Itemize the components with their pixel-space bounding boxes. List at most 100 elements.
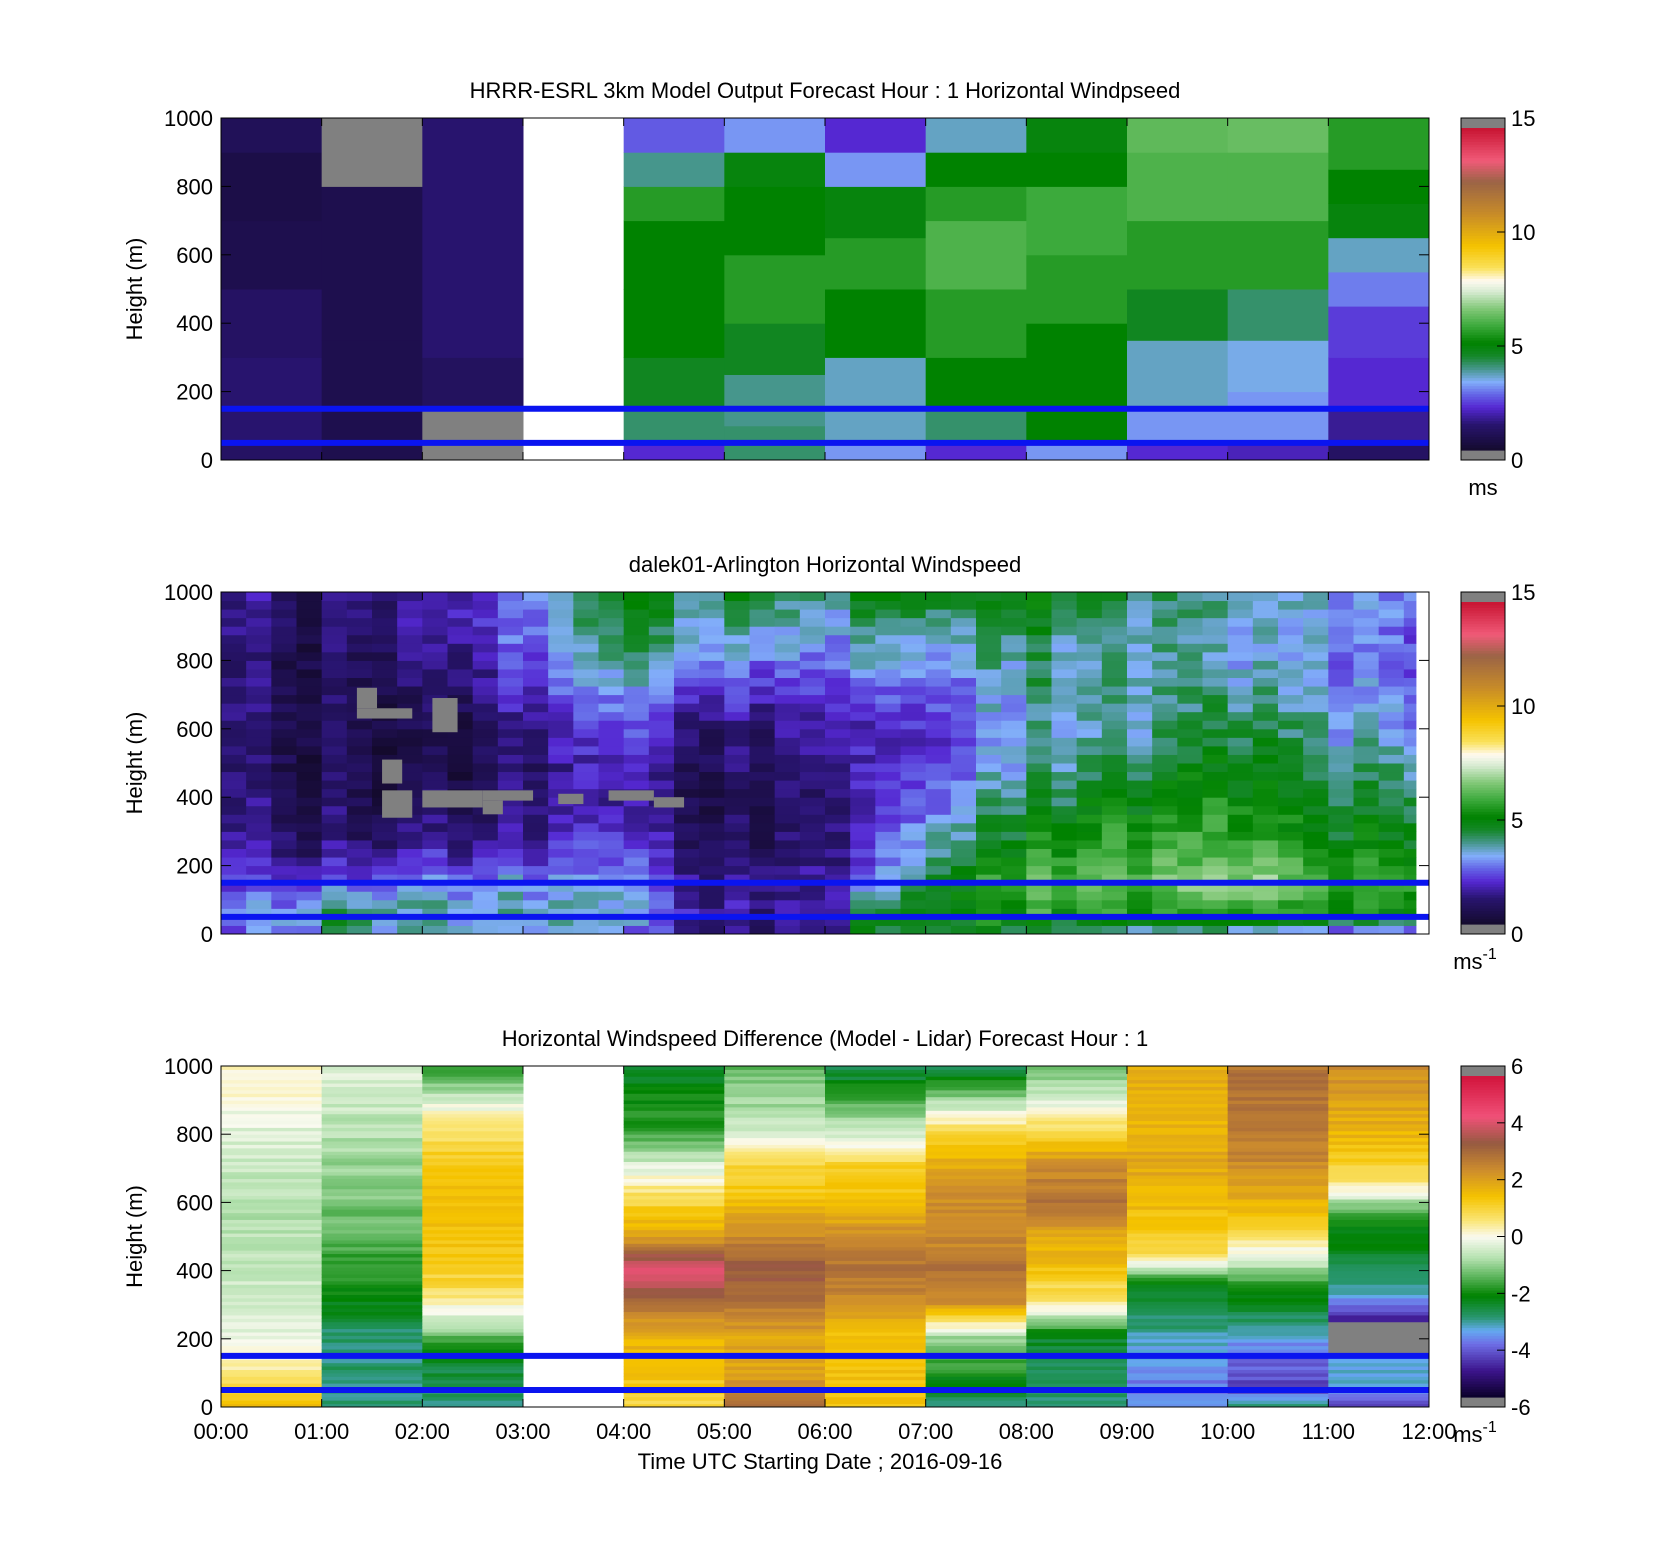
heatmap-cell	[1328, 694, 1354, 704]
heatmap-cell	[422, 1335, 524, 1340]
colorbar-swatch	[1461, 1188, 1505, 1192]
heatmap-cell	[1127, 694, 1153, 704]
heatmap-cell	[950, 703, 977, 713]
heatmap-cell	[674, 686, 700, 696]
heatmap-cell	[623, 1076, 725, 1081]
heatmap-cell	[623, 1175, 725, 1180]
heatmap-cell	[472, 728, 499, 738]
heatmap-cell	[447, 711, 474, 721]
heatmap-cell	[674, 916, 700, 926]
heatmap-cell	[648, 626, 675, 636]
colorbar-swatch	[1461, 1201, 1505, 1205]
heatmap-cell	[1177, 925, 1203, 935]
heatmap-cell	[221, 1127, 323, 1132]
heatmap-cell	[447, 686, 474, 696]
colorbar-swatch	[1461, 808, 1505, 812]
heatmap-cell	[321, 1229, 423, 1234]
heatmap-cell	[1127, 737, 1153, 747]
heatmap-cell	[271, 694, 297, 704]
x-tick-label: 10:00	[1200, 1419, 1255, 1444]
heatmap-cell	[1303, 745, 1329, 755]
heatmap-cell	[1001, 891, 1027, 901]
heatmap-cell	[950, 668, 977, 678]
heatmap-cell	[623, 1291, 725, 1295]
heatmap-cell	[1101, 797, 1128, 807]
heatmap-cell	[321, 1134, 423, 1139]
heatmap-cell	[875, 797, 901, 807]
heatmap-cell	[825, 1345, 927, 1350]
y-tick-label: 0	[201, 448, 213, 473]
heatmap-cell	[221, 600, 247, 610]
heatmap-cell	[1076, 899, 1103, 909]
heatmap-cell	[724, 1342, 826, 1347]
heatmap-cell	[724, 1369, 826, 1374]
colorbar-swatch	[1461, 848, 1505, 853]
heatmap-cell	[1051, 754, 1078, 764]
colorbar-swatch	[1461, 1359, 1505, 1363]
heatmap-cell	[1227, 1181, 1329, 1186]
heatmap-cell	[724, 1325, 826, 1330]
x-tick-label: 07:00	[898, 1419, 953, 1444]
heatmap-cell	[925, 1297, 1027, 1302]
heatmap-cell	[1328, 1161, 1430, 1166]
heatmap-cell	[447, 882, 474, 892]
heatmap-cell	[825, 660, 851, 670]
heatmap-cell	[1202, 617, 1229, 627]
heatmap-cell	[1177, 668, 1203, 678]
heatmap-cell	[1127, 152, 1229, 222]
colorbar-swatch	[1461, 795, 1505, 799]
heatmap-cell	[623, 1127, 725, 1132]
heatmap-cell	[1127, 1188, 1229, 1193]
heatmap-cell	[1026, 1205, 1128, 1210]
heatmap-cell	[1202, 831, 1229, 841]
heatmap-cell	[221, 1256, 323, 1261]
heatmap-cell	[1127, 1338, 1229, 1343]
heatmap-cell	[497, 703, 524, 713]
heatmap-cell	[799, 899, 826, 909]
colorbar-swatch	[1461, 1298, 1505, 1302]
heatmap-cell	[1328, 1164, 1430, 1169]
heatmap-cell	[976, 728, 1002, 738]
heatmap-cell	[1328, 1222, 1430, 1227]
heatmap-cell	[925, 1246, 1027, 1251]
heatmap-cell	[548, 874, 574, 884]
heatmap-cell	[623, 1096, 725, 1101]
heatmap-cell	[422, 1304, 524, 1309]
heatmap-cell	[699, 592, 725, 602]
heatmap-cell	[346, 763, 373, 773]
heatmap-cell	[724, 1198, 826, 1203]
colorbar-tick-label: 0	[1511, 448, 1523, 473]
heatmap-cell	[1026, 1403, 1128, 1408]
heatmap-cell	[674, 634, 700, 644]
heatmap-cell	[825, 857, 851, 867]
heatmap-cell	[321, 1362, 423, 1367]
heatmap-cell	[246, 780, 272, 790]
colorbar-swatch	[1461, 1388, 1505, 1393]
heatmap-cell	[825, 1403, 927, 1408]
heatmap-cell	[296, 592, 323, 602]
heatmap-cell	[321, 908, 348, 918]
heatmap-cell	[1278, 874, 1304, 884]
heatmap-cell	[1403, 592, 1417, 602]
heatmap-cell	[774, 728, 801, 738]
heatmap-cell	[573, 865, 599, 875]
heatmap-cell	[1227, 1369, 1329, 1374]
heatmap-cell	[1252, 908, 1279, 918]
heatmap-cell	[1026, 737, 1052, 747]
heatmap-cell	[397, 891, 423, 901]
heatmap-cell	[850, 916, 876, 926]
heatmap-cell	[1227, 839, 1254, 849]
heatmap-cell	[1202, 814, 1229, 824]
heatmap-cell	[1227, 1318, 1329, 1323]
heatmap-cell	[875, 865, 901, 875]
colorbar-swatch	[1461, 607, 1505, 611]
colorbar-swatch	[1461, 192, 1505, 196]
heatmap-cell	[1127, 1304, 1229, 1309]
heatmap-cell	[774, 651, 801, 661]
colorbar-swatch	[1461, 832, 1505, 837]
heatmap-cell	[447, 668, 474, 678]
heatmap-cell	[1026, 1369, 1128, 1374]
colorbar-swatch	[1461, 671, 1505, 676]
heatmap-cell	[1227, 1325, 1329, 1330]
heatmap-cell	[774, 874, 801, 884]
